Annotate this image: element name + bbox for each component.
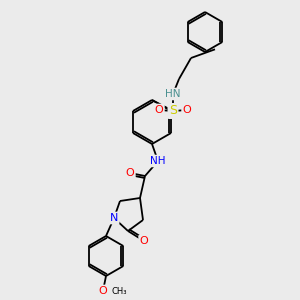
- Text: O: O: [154, 105, 164, 115]
- Text: N: N: [110, 213, 118, 223]
- Text: O: O: [126, 168, 134, 178]
- Text: O: O: [183, 105, 191, 115]
- Text: O: O: [140, 236, 148, 246]
- Text: NH: NH: [150, 156, 166, 166]
- Text: CH₃: CH₃: [111, 287, 127, 296]
- Text: O: O: [99, 286, 107, 296]
- Text: HN: HN: [165, 89, 181, 99]
- Text: S: S: [169, 104, 177, 118]
